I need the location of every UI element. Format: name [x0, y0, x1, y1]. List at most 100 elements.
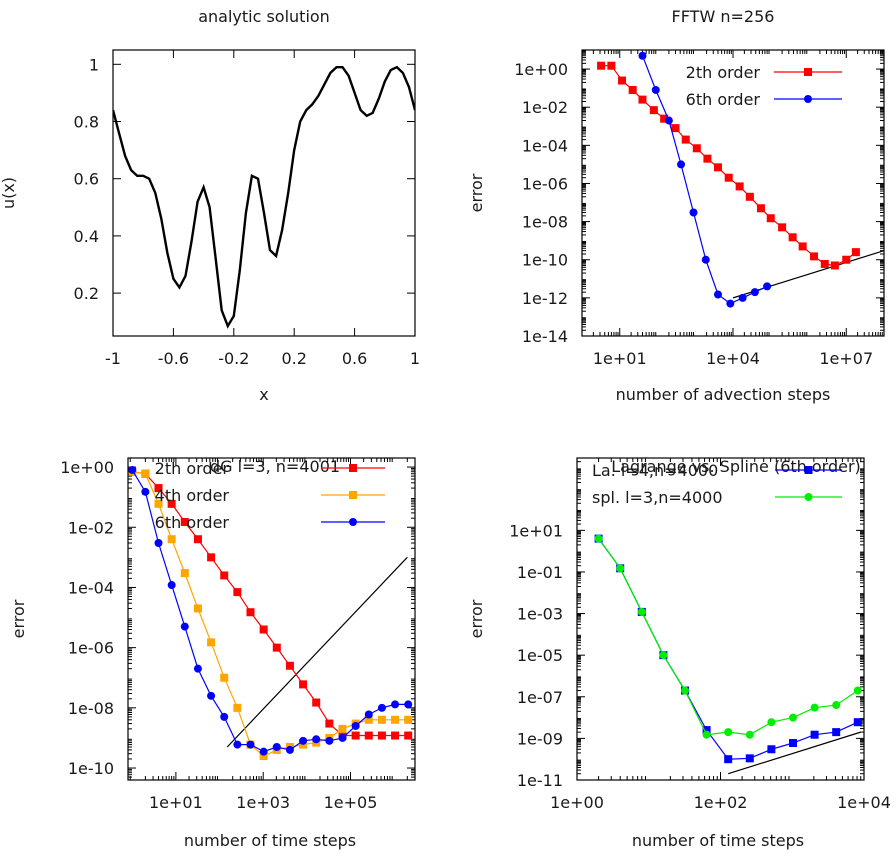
data-point [702, 726, 711, 735]
reference-slope-line [728, 731, 861, 775]
data-point [325, 736, 334, 745]
y-tick-label: 0.4 [74, 227, 99, 246]
data-point [735, 182, 744, 191]
data-point [851, 248, 860, 257]
y-tick-label: 1e-05 [517, 646, 563, 665]
data-point [285, 661, 294, 670]
data-point [404, 731, 413, 740]
data-point [404, 700, 413, 709]
legend-marker [804, 466, 813, 474]
data-point [713, 163, 722, 172]
data-point [842, 255, 851, 264]
y-tick-label: 0.2 [74, 284, 99, 303]
data-point [659, 651, 668, 660]
data-point [597, 61, 606, 70]
data-point [377, 715, 386, 724]
chart-title: Lagrange vs. Spline (6th order) [611, 457, 861, 476]
data-point [180, 517, 189, 526]
data-point [594, 534, 603, 543]
data-point [810, 730, 819, 739]
series-line-1 [598, 538, 859, 760]
legend-marker [349, 518, 357, 526]
series-line-1 [113, 65, 415, 329]
data-point [259, 752, 268, 761]
data-point [351, 731, 360, 740]
y-tick-label: 1e+01 [509, 521, 563, 540]
y-tick-label: 1e-02 [68, 518, 114, 537]
x-tick-label: -1 [105, 349, 121, 368]
data-point [745, 754, 754, 763]
data-point [651, 85, 660, 94]
legend-label: 6th order [155, 513, 230, 532]
y-tick-label: 1e-04 [522, 136, 568, 155]
plot-area [113, 65, 415, 329]
y-tick-label: 0.8 [74, 113, 99, 132]
data-point [853, 686, 862, 695]
data-point [638, 51, 647, 60]
data-point [220, 712, 229, 721]
x-axis-label: number of advection steps [616, 385, 831, 404]
data-point [767, 745, 776, 754]
data-point [338, 724, 347, 733]
data-point [703, 154, 712, 163]
legend-entry-2: 4th order [155, 486, 385, 505]
data-point [750, 288, 759, 297]
chart-panel-1: analytic solution x u(x) -1 -0.6 -0.2 0.2 0.6 1 0… [0, 7, 420, 404]
data-point [778, 223, 787, 232]
y-tick-label: 1e-09 [517, 729, 563, 748]
legend-entry-1: 2th order [155, 459, 385, 478]
x-tick-label: 1e+07 [819, 349, 873, 368]
legend-marker [804, 95, 812, 103]
data-point [141, 469, 150, 478]
data-point [616, 564, 625, 573]
data-point [259, 625, 268, 634]
y-tick-label: 0.6 [74, 170, 99, 189]
data-point [193, 535, 202, 544]
data-point [391, 715, 400, 724]
chart-title: analytic solution [198, 7, 330, 26]
x-tick-label: 1e+05 [324, 793, 378, 812]
legend-label: 6th order [686, 90, 761, 109]
data-point [285, 745, 294, 754]
legend-marker [804, 68, 812, 76]
plot-frame [127, 457, 416, 781]
data-point [763, 282, 772, 291]
legend-entry-2: spl. l=3,n=4000 [592, 488, 842, 507]
x-tick-label: -0.6 [158, 349, 189, 368]
data-point [272, 742, 281, 751]
data-point [677, 160, 686, 169]
data-point [637, 607, 646, 616]
data-point [671, 124, 680, 133]
data-point [193, 664, 202, 673]
y-tick-label: 1 [89, 55, 99, 74]
legend-label: 2th order [155, 459, 230, 478]
data-point [233, 588, 242, 597]
data-point [832, 701, 841, 710]
data-point [680, 686, 689, 695]
x-tick-label: 1e+03 [236, 793, 290, 812]
y-tick-label: 1e+00 [60, 458, 114, 477]
y-tick-label: 1e-11 [517, 771, 563, 790]
data-point [207, 691, 216, 700]
data-point [364, 710, 373, 719]
legend-marker [804, 493, 813, 501]
data-point [312, 735, 321, 744]
data-point [180, 622, 189, 631]
data-point [738, 293, 747, 302]
y-tick-label: 1e-12 [522, 289, 568, 308]
data-point [724, 755, 733, 764]
x-tick-label: 0.6 [342, 349, 367, 368]
data-point [193, 604, 202, 613]
data-point [788, 233, 797, 242]
x-tick-label: 1e+01 [149, 793, 203, 812]
data-point [724, 173, 733, 182]
data-point [628, 85, 637, 94]
data-point [391, 700, 400, 709]
data-point [377, 731, 386, 740]
data-point [830, 261, 839, 270]
series-line-2 [598, 538, 859, 736]
y-tick-label: 1e-04 [68, 578, 114, 597]
data-point [788, 739, 797, 748]
data-point [649, 106, 658, 115]
